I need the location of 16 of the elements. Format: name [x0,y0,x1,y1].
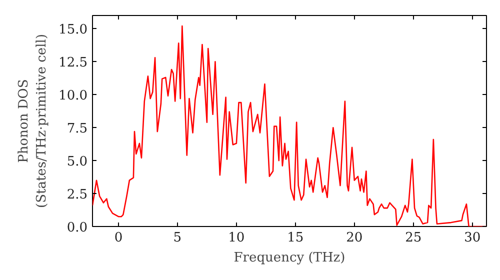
x-tick-label: 25 [405,230,422,246]
x-tick-label: 10 [228,230,245,246]
x-tick-label: 0 [114,230,123,246]
y-tick-label: 12.5 [58,56,88,71]
y-tick-label: 0.0 [66,220,88,236]
x-tick-label: 5 [173,230,182,246]
y-tick-label: 15.0 [58,22,88,38]
x-tick-label: 30 [464,230,481,246]
y-tick-label: 2.5 [66,188,88,203]
x-tick-label: 20 [346,230,363,246]
y-tick-label: 7.5 [66,122,88,137]
y-tick-label: 10.0 [58,88,88,104]
x-tick-label: 15 [287,230,304,246]
y-axis-title: Phonon DOS (States/THz·primitive cell) [16,34,50,208]
y-tick-label: 5.0 [66,154,88,170]
x-axis-title: Frequency (THz) [234,250,346,266]
